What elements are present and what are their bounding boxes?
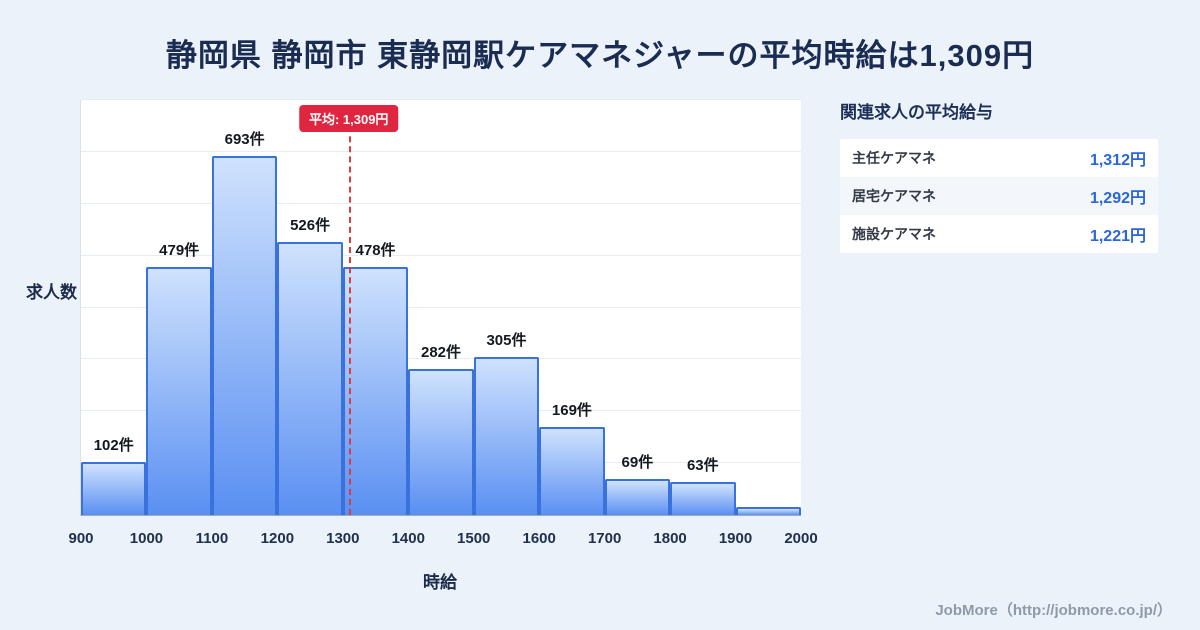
histogram-plot-area: 102件 479件 693件 526件 478件 282件 305件 169件 69件 63件 90… <box>68 99 818 547</box>
x-tick-label: 2000 <box>784 530 818 547</box>
gridline <box>81 358 801 360</box>
bar-value-label: 102件 <box>93 437 134 455</box>
related-salary-panel: 関連求人の平均給与 主任ケアマネ 1,312円居宅ケアマネ 1,292円施設ケアマネ… <box>840 98 1158 253</box>
bar-value-label: 693件 <box>224 130 265 148</box>
bar-value-label: 169件 <box>551 402 592 420</box>
x-tick-label: 1300 <box>326 530 360 547</box>
x-tick-label: 1500 <box>457 530 491 547</box>
x-tick-label: 1600 <box>522 530 556 547</box>
histogram-bar <box>146 266 212 515</box>
salary-table-row: 主任ケアマネ 1,312円 <box>840 139 1158 177</box>
average-line <box>348 106 351 515</box>
x-tick-label: 1200 <box>260 530 295 547</box>
salary-table: 主任ケアマネ 1,312円居宅ケアマネ 1,292円施設ケアマネ 1,221円 <box>840 139 1158 253</box>
x-tick-label: 1800 <box>653 530 687 547</box>
histogram-bar <box>342 267 409 515</box>
bar-value-label: 479件 <box>159 241 200 259</box>
salary-table-row: 施設ケアマネ 1,221円 <box>840 215 1158 253</box>
y-axis-label: 求人数 <box>26 283 77 302</box>
x-tick-label: 1000 <box>129 530 164 547</box>
histogram-bar <box>81 462 147 515</box>
panel-title: 関連求人の平均給与 <box>840 103 993 122</box>
gridline <box>81 202 801 204</box>
salary-row-value: 1,312円 <box>1089 152 1146 169</box>
x-tick-label: 1400 <box>391 530 425 547</box>
histogram-bar <box>408 368 474 515</box>
x-tick-label: 900 <box>68 530 94 547</box>
salary-row-value: 1,221円 <box>1089 228 1146 245</box>
x-tick-label: 1700 <box>587 530 622 547</box>
average-badge: 平均: 1,309円 <box>298 105 399 132</box>
histogram-bar <box>735 507 801 515</box>
bar-value-label: 282件 <box>420 343 462 361</box>
salary-row-label: 施設ケアマネ <box>852 226 936 242</box>
histogram-bar <box>211 155 278 515</box>
x-tick-label: 1900 <box>718 530 753 547</box>
salary-row-label: 主任ケアマネ <box>852 150 936 166</box>
histogram-bar <box>670 482 736 515</box>
gridline <box>81 99 801 100</box>
bar-value-label: 478件 <box>355 242 396 260</box>
bar-value-label: 63件 <box>686 457 719 475</box>
bar-value-label: 526件 <box>290 217 331 235</box>
gridline <box>81 306 801 308</box>
gridline <box>81 254 801 256</box>
salary-row-label: 居宅ケアマネ <box>852 188 936 204</box>
salary-table-row: 居宅ケアマネ 1,292円 <box>840 177 1158 215</box>
bar-value-label: 305件 <box>486 331 527 349</box>
histogram-bar <box>277 242 343 515</box>
histogram-bar <box>604 479 671 515</box>
histogram-bar <box>539 427 605 515</box>
x-tick-label: 1100 <box>195 530 229 547</box>
page-title: 静岡県 静岡市 東静岡駅ケアマネジャーの平均時給は1,309円 <box>165 38 1035 73</box>
gridline <box>81 150 801 152</box>
x-axis-label: 時給 <box>423 573 457 592</box>
histogram-bar <box>473 356 540 515</box>
footer-credit: JobMore（http://jobmore.co.jp/） <box>935 602 1172 619</box>
salary-row-value: 1,292円 <box>1089 190 1146 207</box>
bar-value-label: 69件 <box>621 454 654 472</box>
